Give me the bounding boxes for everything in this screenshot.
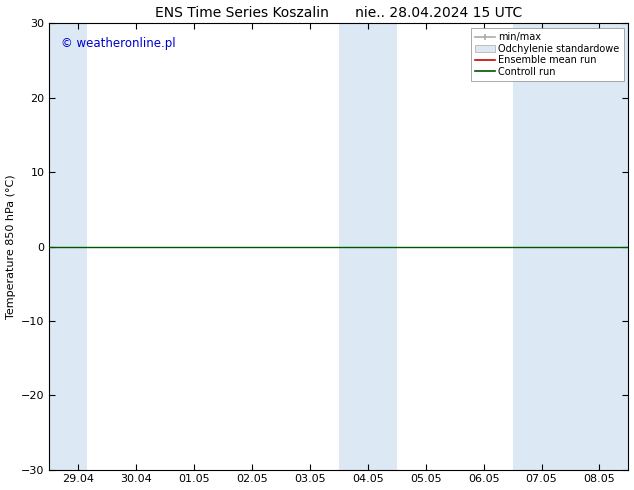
Text: © weatheronline.pl: © weatheronline.pl [61, 37, 176, 50]
Title: ENS Time Series Koszalin      nie.. 28.04.2024 15 UTC: ENS Time Series Koszalin nie.. 28.04.202… [155, 5, 522, 20]
Y-axis label: Temperature 850 hPa (°C): Temperature 850 hPa (°C) [6, 174, 16, 319]
Bar [368, 24, 397, 469]
Legend: min/max, Odchylenie standardowe, Ensemble mean run, Controll run: min/max, Odchylenie standardowe, Ensembl… [471, 28, 624, 80]
Bar [513, 24, 541, 469]
Bar [339, 24, 368, 469]
Bar [541, 24, 628, 469]
Bar [49, 24, 87, 469]
